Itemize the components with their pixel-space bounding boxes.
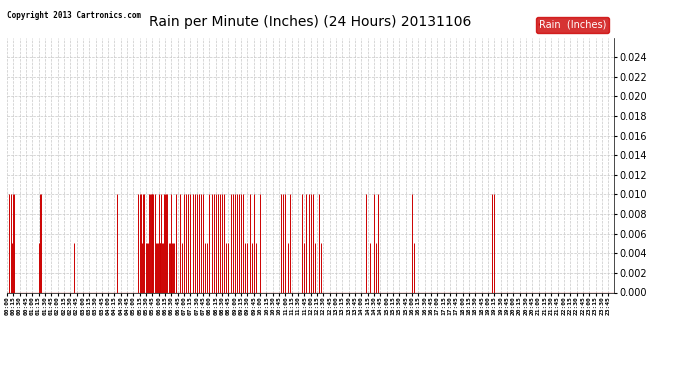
Text: Copyright 2013 Cartronics.com: Copyright 2013 Cartronics.com: [7, 10, 141, 20]
Legend: Rain  (Inches): Rain (Inches): [536, 17, 609, 33]
Text: Rain per Minute (Inches) (24 Hours) 20131106: Rain per Minute (Inches) (24 Hours) 2013…: [149, 15, 472, 29]
